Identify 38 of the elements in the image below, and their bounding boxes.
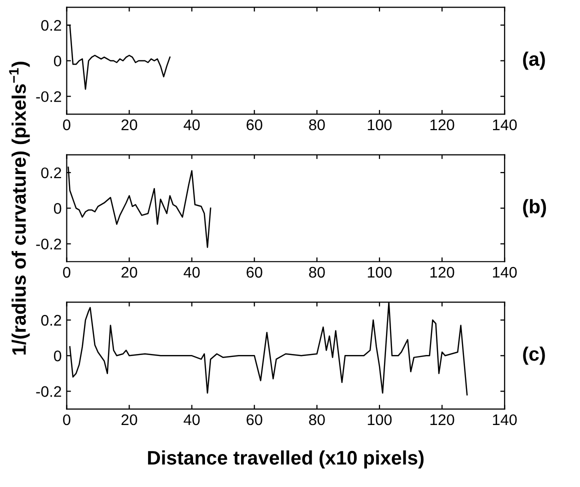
text: (a) <box>523 52 545 70</box>
x-tick-label: 20 <box>122 119 138 130</box>
y-tick-label: 0 <box>54 350 62 362</box>
x-tick-label: 100 <box>368 266 392 278</box>
y-tick-label: 0 <box>54 56 62 66</box>
x-tick-label: 120 <box>430 119 454 130</box>
x-tick-label: 100 <box>368 414 392 426</box>
text: (c) <box>523 346 545 365</box>
x-tick-label: 60 <box>246 266 262 278</box>
y-tick-label: -0.2 <box>36 238 62 250</box>
x-tick-label: 80 <box>309 266 325 278</box>
x-tick-label: 40 <box>184 414 200 426</box>
x-tick-label: 120 <box>430 414 454 426</box>
y-tick-label: 0.2 <box>41 167 62 178</box>
x-tick-label: 100 <box>368 119 392 130</box>
y-axis-title: 1/(radius of curvature) (pixels$^{−1}$) <box>9 62 30 355</box>
x-tick-label: 0 <box>63 119 70 130</box>
x-tick-label: 20 <box>122 414 138 426</box>
x-tick-label: 80 <box>309 119 325 130</box>
x-tick-label: 0 <box>63 414 70 426</box>
y-tick-label: 0.2 <box>41 314 62 326</box>
x-tick-label: 80 <box>309 414 325 426</box>
x-tick-label: 40 <box>184 119 200 130</box>
x-tick-label: 120 <box>430 266 454 278</box>
x-tick-label: 140 <box>493 266 517 278</box>
y-tick-label: 0.2 <box>41 20 62 31</box>
x-tick-label: 140 <box>493 414 517 426</box>
x-tick-label: 0 <box>63 266 70 278</box>
x-tick-label: 140 <box>493 119 517 130</box>
x-tick-label: 60 <box>246 414 262 426</box>
y-tick-label: -0.2 <box>36 91 62 102</box>
y-tick-label: -0.2 <box>36 386 62 397</box>
x-tick-label: 20 <box>122 266 138 278</box>
x-axis-title: Distance travelled (x10 pixels) <box>148 450 424 469</box>
y-tick-label: 0 <box>54 203 62 214</box>
text: (b) <box>523 199 546 218</box>
x-tick-label: 60 <box>246 119 262 130</box>
x-tick-label: 40 <box>184 266 200 278</box>
